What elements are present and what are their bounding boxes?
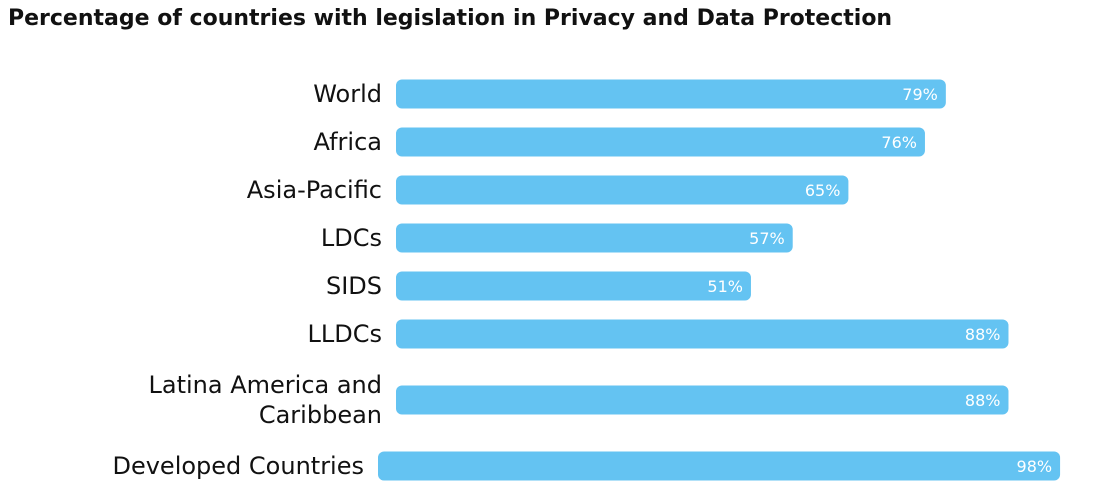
value-label-4: 51% [707, 277, 743, 296]
value-label-0: 79% [902, 85, 938, 104]
bar-2 [396, 175, 849, 205]
category-label-3: LDCs [321, 224, 382, 252]
bar-5 [396, 319, 1009, 349]
bar-0 [396, 79, 946, 109]
value-label-6: 88% [965, 391, 1001, 410]
chart-title: Percentage of countries with legislation… [8, 6, 893, 31]
category-label-1: Africa [314, 128, 382, 156]
category-label-2: Asia-Pacific [247, 176, 382, 204]
bar-7 [378, 451, 1061, 481]
category-label-0: World [313, 80, 382, 108]
value-label-1: 76% [881, 133, 917, 152]
bar-6 [396, 385, 1009, 415]
value-label-7: 98% [1017, 457, 1053, 476]
value-label-5: 88% [965, 325, 1001, 344]
bar-3 [396, 223, 793, 253]
value-label-3: 57% [749, 229, 785, 248]
bar-1 [396, 127, 925, 157]
value-label-2: 65% [805, 181, 841, 200]
category-label-5: LLDCs [308, 320, 382, 348]
category-label-6: Latina America and Caribbean [149, 371, 382, 429]
bar-4 [396, 271, 751, 301]
category-label-7: Developed Countries [112, 452, 364, 480]
category-label-4: SIDS [326, 272, 382, 300]
